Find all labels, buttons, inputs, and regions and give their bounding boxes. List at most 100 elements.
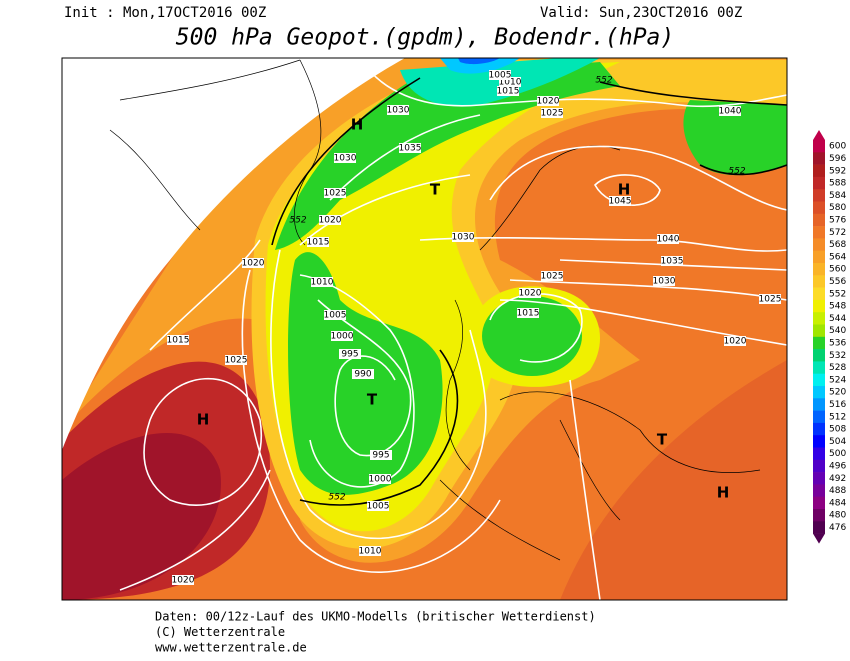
color-legend: 600 596 592 588 584 580 576 572 568 564 560 556 552 5… [813, 130, 846, 544]
isobar [299, 114, 481, 488]
pressure-center: H [618, 181, 631, 199]
legend-label: 580 [829, 203, 846, 213]
legend-label: 548 [829, 302, 846, 312]
legend-swatch [813, 472, 825, 485]
isobar-label: 1020 [172, 576, 195, 586]
legend-label: 500 [829, 449, 846, 459]
map-frame [61, 57, 788, 601]
isobar-label: 1015 [517, 309, 540, 319]
isobar [359, 58, 787, 108]
label-box [653, 276, 675, 286]
label-box [609, 196, 631, 206]
label-box [489, 70, 511, 80]
isobar-label: 1030 [452, 233, 475, 243]
legend-swatch [813, 484, 825, 497]
legend-label: 600 [829, 142, 846, 152]
legend-swatch [813, 164, 825, 178]
legend-label: 480 [829, 511, 846, 521]
label-box [370, 450, 392, 460]
pressure-center: H [351, 116, 364, 134]
legend-label: 564 [829, 252, 846, 262]
height-label: 552 [595, 76, 612, 86]
label-box [352, 369, 374, 379]
label-box [719, 106, 741, 116]
label-box [225, 355, 247, 365]
label-box [324, 310, 346, 320]
legend-swatch [813, 299, 825, 313]
legend-label: 484 [829, 498, 846, 508]
legend-label: 592 [829, 166, 846, 176]
map-area [62, 58, 787, 600]
isobar-label: 1025 [324, 189, 347, 199]
isobar-label: 1045 [609, 197, 632, 207]
legend-label: 596 [829, 154, 846, 164]
legend-swatch [813, 312, 825, 325]
label-box [517, 308, 539, 318]
valid-label: Valid: Sun,23OCT2016 00Z [540, 5, 742, 21]
isobar-label: 1010 [359, 547, 382, 557]
legend-swatch [813, 226, 825, 239]
legend-swatch [813, 140, 825, 153]
label-box [367, 501, 389, 511]
label-box [519, 288, 541, 298]
isobar-label: 990 [354, 370, 371, 380]
legend-swatch [813, 496, 825, 510]
isobar-label: 1025 [225, 356, 248, 366]
height-label: 552 [328, 493, 345, 503]
legend-swatch [813, 176, 825, 190]
label-box [311, 277, 333, 287]
isobar-label: 1035 [661, 257, 684, 267]
label-box [724, 336, 746, 346]
label-box [399, 143, 421, 153]
label-box [339, 349, 361, 359]
isobar-label: 1030 [387, 106, 410, 116]
isobar-label: 1005 [324, 311, 347, 321]
legend-swatch [813, 398, 825, 411]
legend-label: 536 [829, 338, 846, 348]
map-title: 500 hPa Geopot.(gpdm), Bodendr.(hPa) [176, 25, 675, 51]
legend-label: 528 [829, 363, 846, 373]
isobar-label: 1020 [519, 289, 542, 299]
legend-label: 492 [829, 474, 846, 484]
legend-label: 572 [829, 228, 846, 238]
label-box [359, 546, 381, 556]
legend-label: 560 [829, 265, 846, 275]
map-labels: 1030 1030 1035 1025 1020 1015 1020 1010 1005 1000… [167, 70, 781, 586]
legend-swatch [813, 263, 825, 276]
label-box [167, 335, 189, 345]
legend-swatch [813, 373, 825, 387]
isobar [317, 299, 412, 457]
legend-swatch [813, 213, 825, 227]
pressure-center: T [430, 181, 441, 199]
height-label: 552 [728, 167, 745, 177]
legend-swatch [813, 435, 825, 448]
isobar-label: 1010 [499, 78, 522, 88]
field-region [560, 360, 787, 600]
label-box [661, 256, 683, 266]
label-box [499, 77, 521, 87]
legend-arrow [813, 130, 825, 140]
label-box [452, 232, 474, 242]
isobar-label: 1020 [319, 216, 342, 226]
legend-swatch [813, 386, 825, 399]
legend-swatch [813, 349, 825, 362]
field-region [62, 432, 221, 600]
isobar-label: 1020 [724, 337, 747, 347]
legend-label: 552 [829, 289, 846, 299]
isobar-label: 1025 [541, 272, 564, 282]
init-label: Init : Mon,17OCT2016 00Z [64, 5, 266, 21]
contour-552 [271, 77, 787, 506]
field-region [458, 58, 500, 65]
legend-swatch [813, 521, 825, 534]
label-box [541, 108, 563, 118]
footer-line: Daten: 00/12z-Lauf des UKMO-Modells (bri… [155, 610, 596, 624]
pressure-center: H [197, 411, 210, 429]
isobar-label: 1000 [369, 475, 392, 485]
legend-swatch [813, 287, 825, 301]
isobar-label: 995 [372, 451, 389, 461]
legend-label: 508 [829, 425, 846, 435]
legend-swatch [813, 238, 825, 251]
legend-label: 488 [829, 486, 846, 496]
